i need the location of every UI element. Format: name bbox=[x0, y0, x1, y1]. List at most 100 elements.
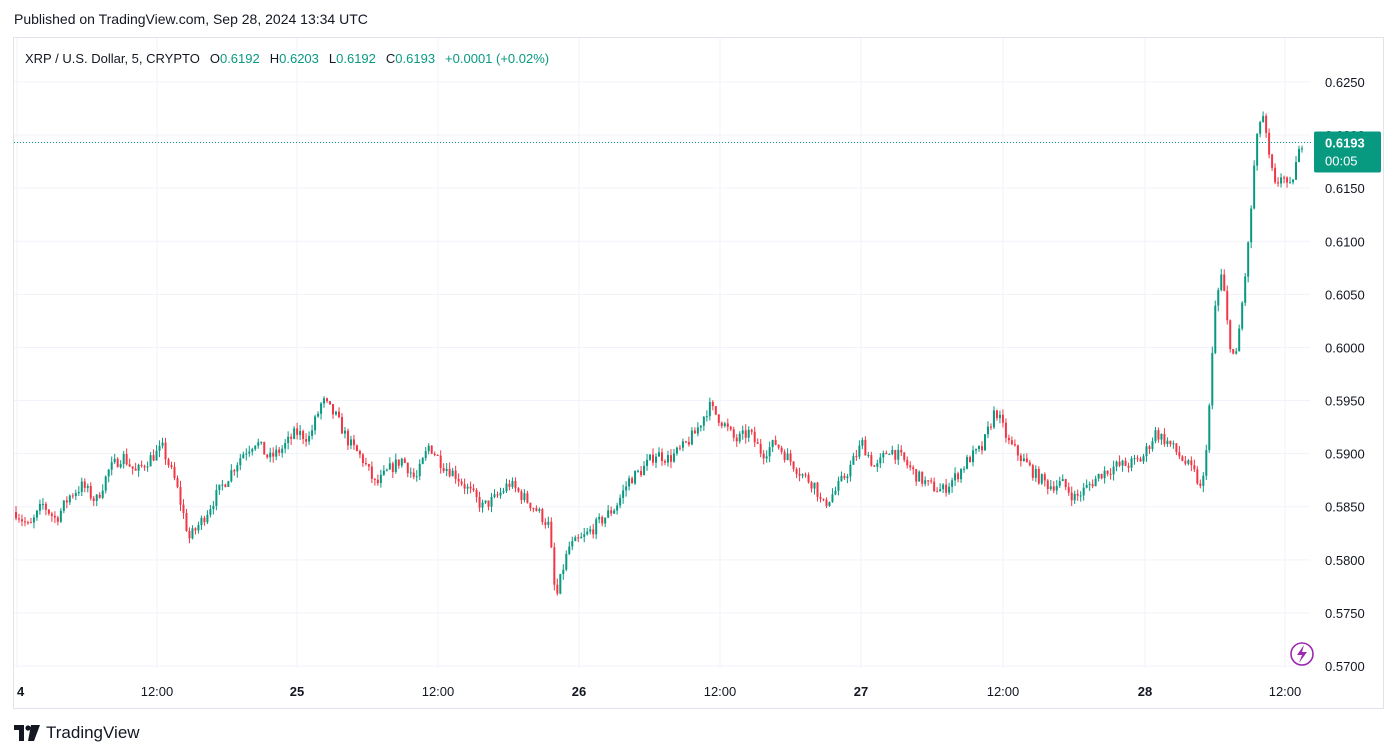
candle-body bbox=[305, 439, 308, 442]
candle-body bbox=[20, 519, 23, 522]
candle-body bbox=[140, 464, 143, 467]
close-value: 0.6193 bbox=[395, 51, 436, 66]
candle-body bbox=[873, 465, 876, 467]
candle-body bbox=[134, 468, 137, 471]
candle-body bbox=[242, 454, 245, 459]
candle-body bbox=[1058, 481, 1061, 486]
published-caption: Published on TradingView.com, Sep 28, 20… bbox=[14, 11, 368, 27]
candle-body bbox=[71, 495, 74, 497]
candle-body bbox=[828, 501, 831, 506]
candle-body bbox=[1232, 349, 1235, 354]
candle-body bbox=[224, 484, 227, 487]
tradingview-logo[interactable]: TradingView bbox=[14, 723, 140, 743]
candle-body bbox=[475, 490, 478, 498]
candle-body bbox=[735, 437, 738, 442]
high-value: 0.6203 bbox=[279, 51, 319, 66]
candle-body bbox=[463, 484, 466, 489]
candle-body bbox=[1226, 290, 1229, 321]
candle-body bbox=[427, 445, 430, 452]
candle-body bbox=[1283, 177, 1286, 179]
candle-body bbox=[376, 479, 379, 484]
candle-body bbox=[92, 498, 95, 501]
candle-body bbox=[687, 441, 690, 445]
candle-body bbox=[418, 463, 421, 477]
candle-body bbox=[1088, 484, 1091, 486]
candle-body bbox=[113, 458, 116, 463]
candle-body bbox=[233, 470, 236, 472]
candle-body bbox=[206, 514, 209, 523]
candle-body bbox=[460, 481, 463, 485]
candle-body bbox=[430, 445, 433, 454]
candle-body bbox=[690, 430, 693, 445]
candle-body bbox=[550, 521, 553, 548]
candle-body bbox=[738, 433, 741, 442]
candle-body bbox=[83, 481, 86, 488]
candle-body bbox=[1265, 115, 1268, 133]
candle-body bbox=[326, 398, 329, 402]
symbol-title[interactable]: XRP / U.S. Dollar, 5, CRYPTO bbox=[25, 51, 200, 66]
lightning-icon[interactable] bbox=[1290, 642, 1314, 666]
candle-body bbox=[469, 486, 472, 489]
close-label: C bbox=[385, 51, 396, 66]
candle-body bbox=[284, 443, 287, 449]
candle-body bbox=[164, 442, 167, 460]
low-value: 0.6192 bbox=[336, 51, 376, 66]
price-tag-countdown: 00:05 bbox=[1325, 154, 1358, 169]
candle-body bbox=[1292, 179, 1295, 183]
candle-body bbox=[592, 529, 595, 535]
candle-body bbox=[882, 452, 885, 458]
candle-body bbox=[1277, 182, 1280, 184]
low-label: L bbox=[328, 51, 337, 66]
candle-body bbox=[998, 414, 1001, 419]
candle-body bbox=[864, 439, 867, 456]
candle-body bbox=[759, 443, 762, 454]
candle-body bbox=[323, 398, 326, 404]
candle-body bbox=[628, 478, 631, 487]
candle-body bbox=[756, 442, 759, 444]
candle-body bbox=[526, 493, 529, 503]
candle-body bbox=[1022, 458, 1025, 462]
candle-body bbox=[263, 441, 266, 455]
candle-body bbox=[1109, 473, 1112, 475]
candle-body bbox=[574, 537, 577, 542]
candle-body bbox=[1013, 444, 1016, 446]
candle-body bbox=[23, 521, 26, 523]
open-label: O bbox=[209, 51, 220, 66]
candle-body bbox=[948, 486, 951, 493]
x-tick-label: 26 bbox=[572, 684, 586, 699]
candle-body bbox=[565, 553, 568, 570]
candle-body bbox=[622, 490, 625, 498]
candle-body bbox=[517, 488, 520, 492]
candle-body bbox=[433, 453, 436, 456]
candle-body bbox=[631, 478, 634, 484]
candle-body bbox=[1118, 461, 1121, 466]
candle-body bbox=[1052, 486, 1055, 491]
candle-body bbox=[1124, 460, 1127, 466]
candle-body bbox=[1145, 446, 1148, 457]
candle-body bbox=[1274, 167, 1277, 183]
candle-body bbox=[595, 519, 598, 535]
candle-body bbox=[182, 504, 185, 514]
candle-body bbox=[705, 416, 708, 418]
x-tick-label: 28 bbox=[1138, 684, 1152, 699]
candle-body bbox=[493, 494, 496, 497]
candle-body bbox=[391, 463, 394, 473]
candle-body bbox=[412, 472, 415, 477]
candle-body bbox=[580, 536, 583, 539]
candle-body bbox=[1031, 465, 1034, 478]
candle-body bbox=[789, 453, 792, 462]
candle-body bbox=[936, 491, 939, 493]
candle-body bbox=[320, 403, 323, 414]
candle-body bbox=[1136, 458, 1139, 460]
chart-grid bbox=[14, 38, 1310, 668]
candle-body bbox=[1286, 177, 1289, 183]
chart-frame bbox=[13, 37, 1384, 709]
candle-body bbox=[343, 430, 346, 434]
candle-body bbox=[1046, 480, 1049, 490]
y-tick-label: 0.6100 bbox=[1325, 234, 1365, 249]
candle-body bbox=[619, 497, 622, 506]
candle-body bbox=[637, 470, 640, 472]
candle-body bbox=[311, 430, 314, 436]
candle-body bbox=[960, 468, 963, 480]
